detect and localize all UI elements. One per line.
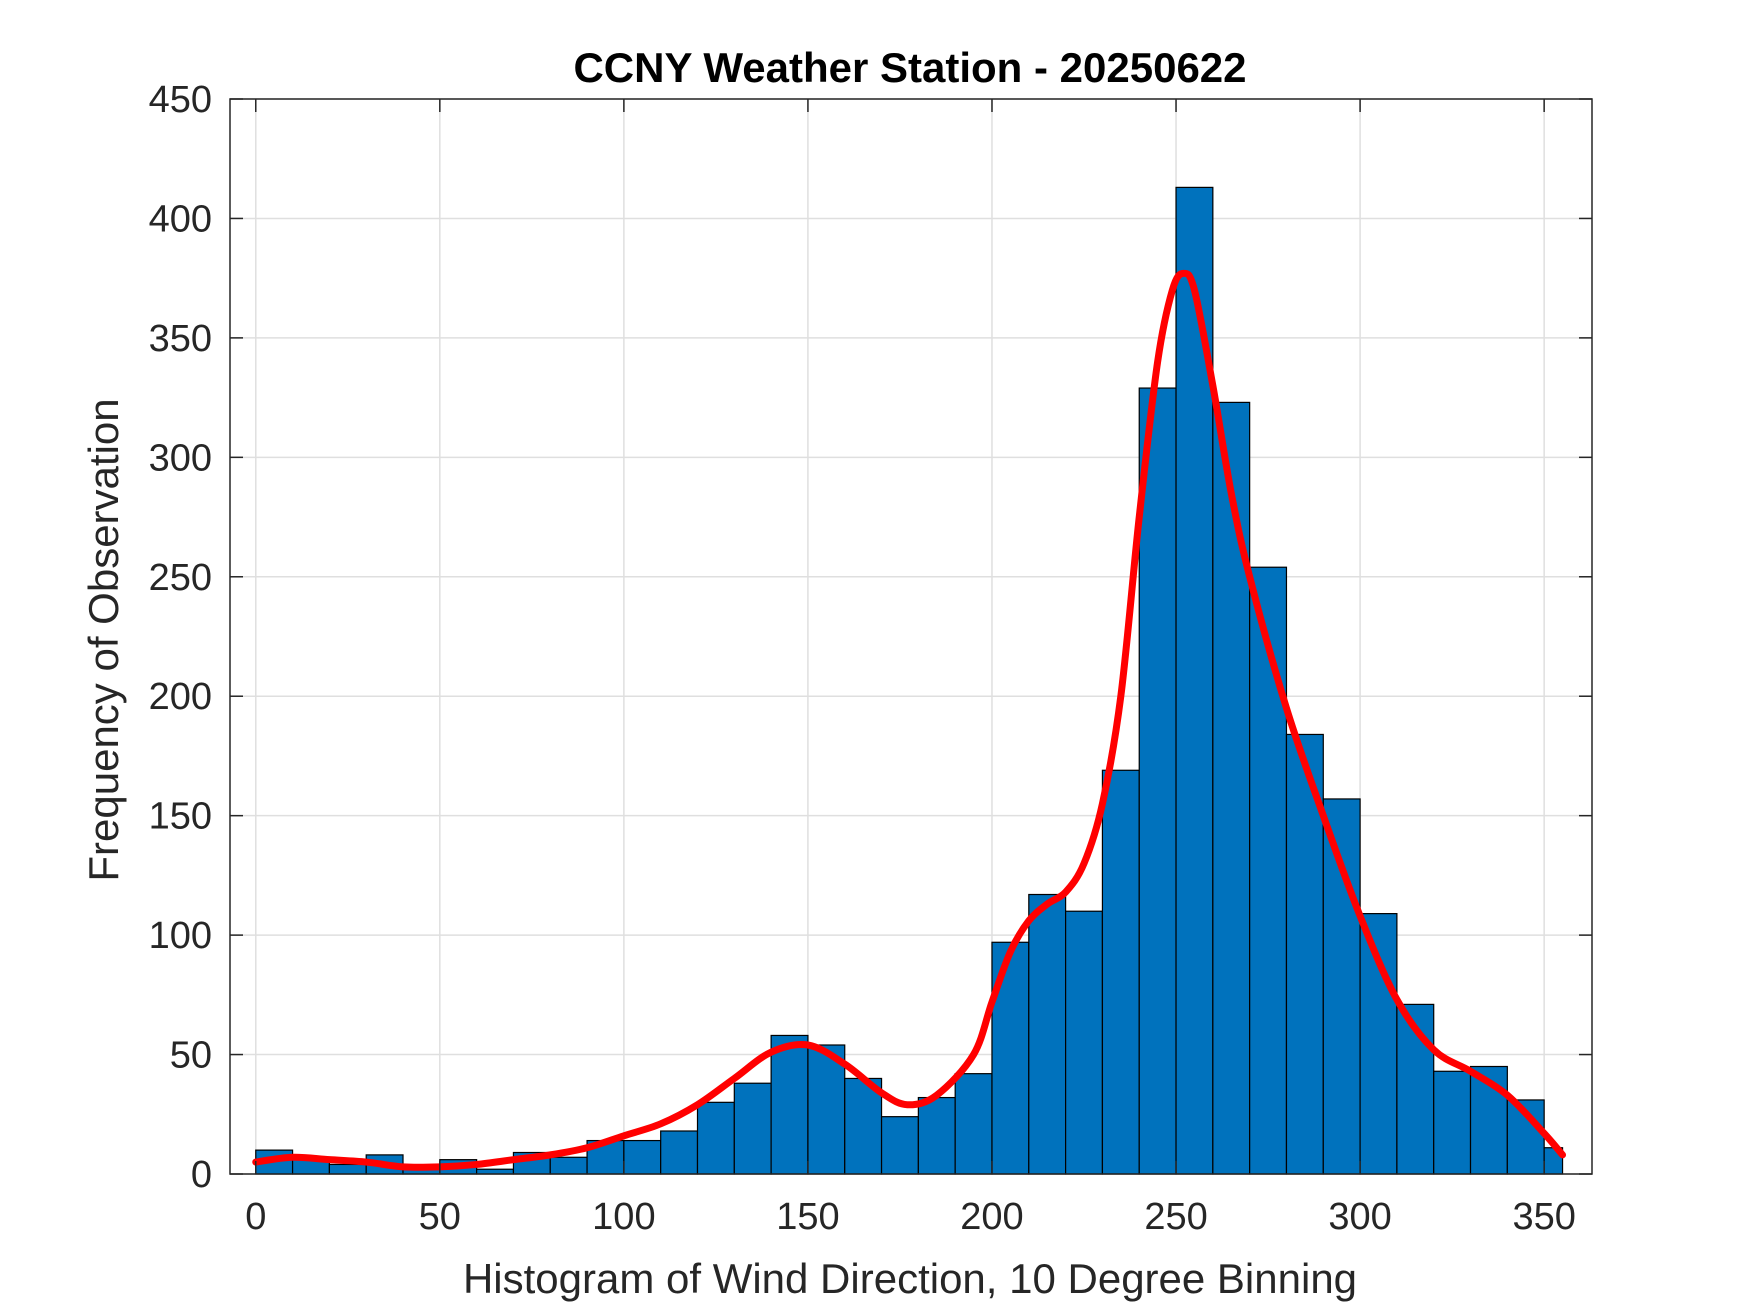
chart-title: CCNY Weather Station - 20250622 xyxy=(573,44,1246,91)
plot-frame xyxy=(229,98,1593,1175)
y-tick-label: 200 xyxy=(149,676,212,718)
histogram-bar xyxy=(807,1044,846,1175)
x-tick-label: 50 xyxy=(419,1196,461,1238)
histogram-bar xyxy=(696,1101,735,1175)
y-tick-label: 50 xyxy=(170,1035,212,1077)
x-tick-label: 100 xyxy=(592,1196,655,1238)
x-axis-label: Histogram of Wind Direction, 10 Degree B… xyxy=(463,1255,1357,1302)
histogram-bar xyxy=(1175,186,1214,1175)
histogram-bar xyxy=(1028,893,1067,1175)
y-tick-label: 150 xyxy=(149,796,212,838)
y-tick-label: 300 xyxy=(149,437,212,479)
x-tick-label: 150 xyxy=(776,1196,839,1238)
histogram-bar xyxy=(1212,401,1251,1175)
histogram-bar xyxy=(1101,769,1140,1175)
fit-curve-line xyxy=(252,269,1567,1171)
y-tick-label: 450 xyxy=(149,79,212,121)
y-tick-labels: 0 50 100 150 200 250 300 350 400 450 xyxy=(149,79,212,1196)
histogram-bar xyxy=(733,1082,772,1175)
x-tick-labels: 0 50 100 150 200 250 300 350 xyxy=(245,1196,1576,1238)
histogram-bar xyxy=(954,1073,993,1175)
y-tick-label: 400 xyxy=(149,198,212,240)
x-tick-label: 0 xyxy=(245,1196,266,1238)
histogram-bar xyxy=(623,1139,662,1175)
histogram-bar xyxy=(770,1034,809,1175)
histogram-bar xyxy=(549,1156,588,1175)
y-tick-label: 250 xyxy=(149,557,212,599)
axis-ticks xyxy=(230,98,1592,1175)
histogram-bar xyxy=(1322,798,1361,1175)
y-tick-label: 350 xyxy=(149,318,212,360)
histogram-bar xyxy=(880,1116,919,1175)
histogram-bar xyxy=(1138,387,1177,1175)
histogram-bar xyxy=(660,1130,699,1175)
histogram-bar xyxy=(917,1096,956,1175)
histogram-bar xyxy=(844,1077,883,1175)
histogram-bar xyxy=(1065,910,1104,1175)
y-tick-label: 100 xyxy=(149,915,212,957)
y-tick-label: 0 xyxy=(191,1154,212,1196)
x-tick-label: 300 xyxy=(1328,1196,1391,1238)
histogram-bar xyxy=(1433,1070,1472,1175)
x-tick-label: 350 xyxy=(1512,1196,1575,1238)
y-axis-label: Frequency of Observation xyxy=(80,398,127,881)
x-tick-label: 250 xyxy=(1144,1196,1207,1238)
histogram-bar xyxy=(328,1163,367,1175)
x-tick-label: 200 xyxy=(960,1196,1023,1238)
